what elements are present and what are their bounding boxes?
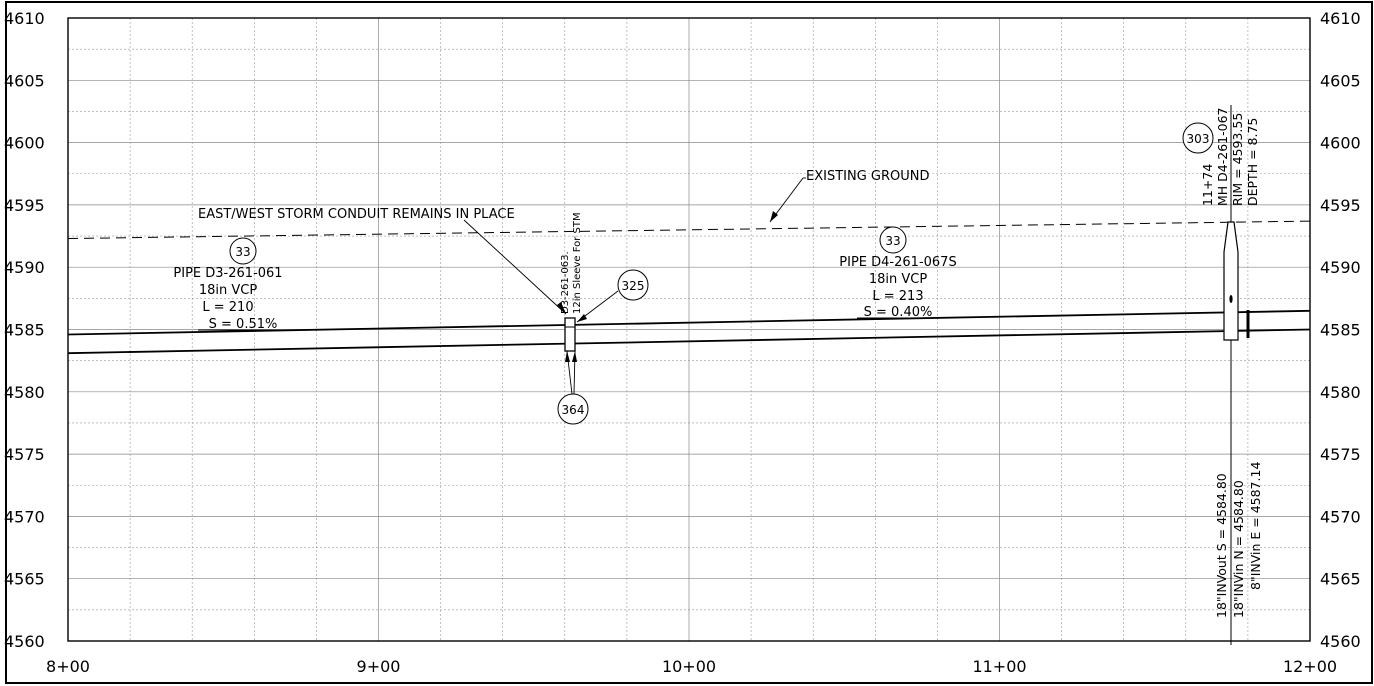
elevation-label-left: 4560 [4,632,45,651]
sleeve-crossing: D3-261-063. 12in Sleeve For STM 325 364 [557,212,649,425]
pipe-left-name: PIPE D3-261-061 [173,266,282,281]
pipe-left-size: 18in VCP [199,283,257,298]
manhole-id: MH D4-261-067 [1215,108,1230,206]
outer-frame [5,1,1373,684]
elevation-label-right: 4575 [1320,445,1361,464]
pipe-right-length: L = 213 [872,289,923,304]
profile-grid [68,18,1310,641]
station-label: 12+00 [1283,657,1337,676]
elevation-label-right: 4605 [1320,71,1361,90]
elevation-label-left: 4605 [4,71,45,90]
pipe-left-info: 33 PIPE D3-261-061 18in VCP L = 210 S = … [173,237,288,332]
manhole-rim: RIM = 4593.55 [1230,113,1245,206]
pipe-right-name: PIPE D4-261-067S [839,255,956,270]
sleeve-callout-bottom: 364 [562,403,585,417]
elevation-label-left: 4570 [4,507,45,526]
manhole-inv-in-e: 8"INVin E = 4587.14 [1248,462,1263,590]
elevation-label-right: 4585 [1320,321,1361,340]
manhole-station: 11+74 [1200,164,1215,206]
sleeve-callout-bottom-circle [557,393,589,425]
elevation-label-right: 4600 [1320,134,1361,153]
elevation-label-left: 4600 [4,134,45,153]
manhole-structure [1223,221,1239,341]
sleeve-callout-top-circle [617,269,649,301]
sleeve-callout-top: 325 [622,279,645,293]
station-labels: 8+00 9+00 10+00 11+00 12+00 [46,657,1337,676]
elevation-label-right: 4590 [1320,258,1361,277]
pipe-right-info: 33 PIPE D4-261-067S 18in VCP L = 213 S =… [839,226,957,320]
manhole-callout-circle [1182,122,1214,154]
station-label: 8+00 [46,657,90,676]
elevation-label-left: 4585 [4,321,45,340]
elevation-labels-right: 4610 4605 4600 4595 4590 4585 4580 4575 4570 4565… [1320,9,1361,651]
elevation-label-right: 4560 [1320,632,1361,651]
pipe-crown-line [67,309,1311,336]
station-label: 11+00 [972,657,1026,676]
sleeve-label-2: 12in Sleeve For STM [572,212,583,314]
elevation-label-left: 4580 [4,383,45,402]
pipe-left-callout: 33 [235,245,250,259]
elevation-label-right: 4570 [1320,507,1361,526]
elevation-label-left: 4590 [4,258,45,277]
pipe-invert-line [67,328,1311,355]
elevation-label-right: 4580 [1320,383,1361,402]
elevation-label-right: 4565 [1320,570,1361,589]
manhole-callout: 303 [1187,132,1210,146]
pipe-right-callout: 33 [885,234,900,248]
elevation-label-left: 4595 [4,196,45,215]
existing-ground-callout: EXISTING GROUND [769,169,930,223]
manhole-depth: DEPTH = 8.75 [1245,118,1260,206]
pipe-right-slope: S = 0.40% [864,305,933,320]
manhole-inv-in-n: 18"INVin N = 4584.80 [1231,480,1246,618]
elevation-label-left: 4565 [4,570,45,589]
sleeve-label-1: D3-261-063. [560,251,571,314]
elevation-label-right: 4595 [1320,196,1361,215]
elevation-label-right: 4610 [1320,9,1361,28]
existing-ground-label: EXISTING GROUND [806,169,930,184]
storm-conduit-note: EAST/WEST STORM CONDUIT REMAINS IN PLACE [198,207,515,222]
station-label: 10+00 [662,657,716,676]
elevation-label-left: 4575 [4,445,45,464]
elevation-label-left: 4610 [4,9,45,28]
pipe-right-callout-circle [879,226,907,254]
sleeve-rect [564,317,576,352]
station-label: 9+00 [357,657,401,676]
pipe-left-length: L = 210 [202,300,253,315]
pipe-right-size: 18in VCP [869,272,927,287]
manhole: 303 11+74 MH D4-261-067 RIM = 4593.55 DE… [1182,105,1263,645]
pipe-left-slope: S = 0.51% [209,317,278,332]
storm-conduit-callout: EAST/WEST STORM CONDUIT REMAINS IN PLACE [198,207,567,315]
pipe-left-callout-circle [229,237,257,265]
manhole-inv-out-s: 18"INVout S = 4584.80 [1214,473,1229,618]
elevation-labels-left: 4610 4605 4600 4595 4590 4585 4580 4575 4570 4565… [4,9,45,651]
